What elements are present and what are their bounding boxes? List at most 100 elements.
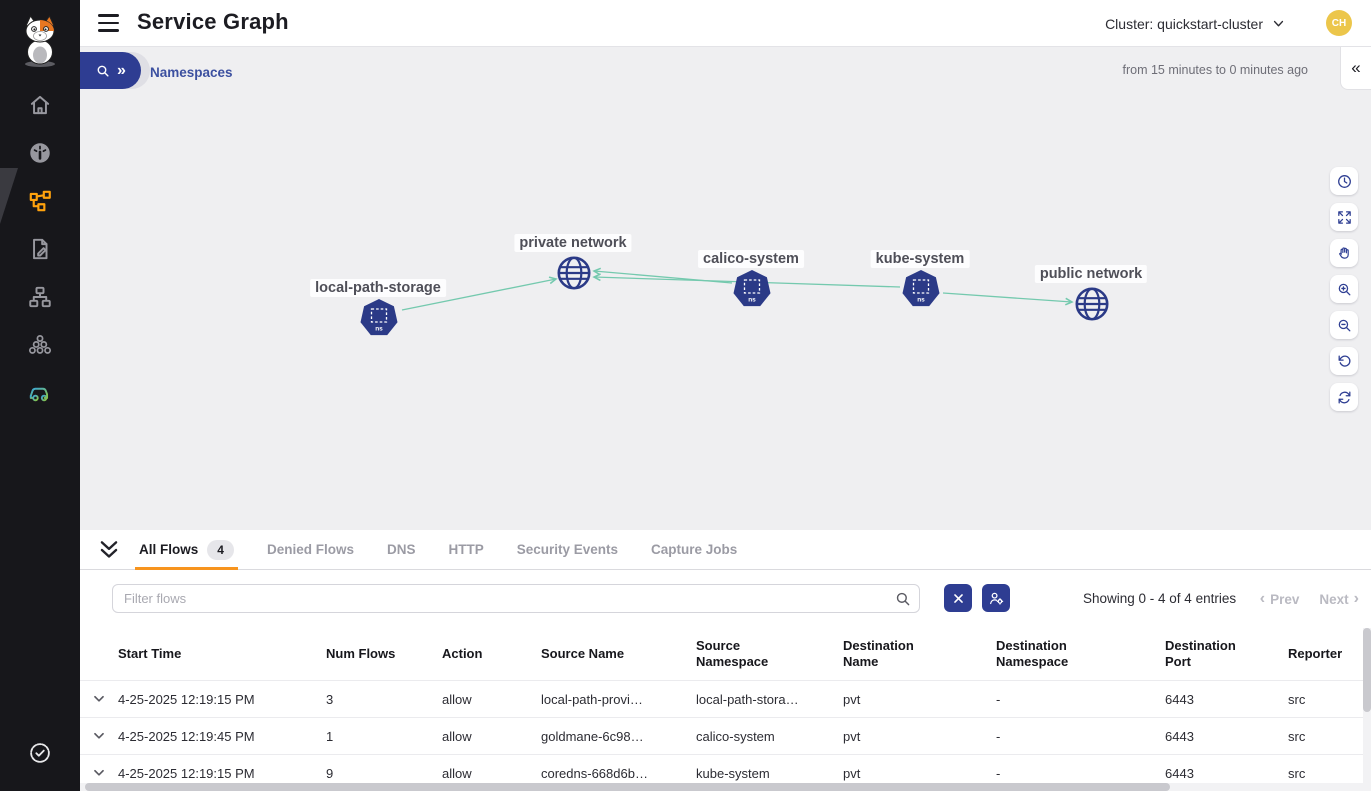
sidebar-item-service-graph[interactable]	[0, 177, 80, 225]
tab-label: Security Events	[516, 542, 619, 557]
graph-pan-button[interactable]	[1330, 239, 1358, 267]
search-icon	[97, 65, 109, 77]
tab-capture-jobs[interactable]: Capture Jobs	[651, 530, 737, 570]
clear-filter-button[interactable]	[944, 584, 972, 612]
table-row[interactable]: 4-25-2025 12:19:15 PM 9 allow coredns-668d6…	[80, 754, 1371, 791]
filter-flows-input[interactable]	[112, 584, 920, 613]
graph-reset-view-button[interactable]	[1330, 347, 1358, 375]
horizontal-scrollbar[interactable]	[85, 783, 1170, 791]
badge-check-icon	[30, 743, 50, 763]
cell-destination_name: pvt	[843, 691, 861, 707]
tab-all-flows[interactable]: All Flows 4	[135, 530, 238, 570]
graph-node-private-network[interactable]	[554, 253, 594, 293]
graph-node-local-path-storage[interactable]: ns	[360, 299, 398, 337]
graph-zoom-out-button[interactable]	[1330, 311, 1358, 339]
graph-zoom-in-button[interactable]	[1330, 275, 1358, 303]
tab-http[interactable]: HTTP	[448, 530, 483, 570]
cell-source_namespace: kube-system	[696, 765, 770, 781]
graph-search-button[interactable]: »	[80, 52, 141, 89]
graph-node-calico-system[interactable]: ns	[733, 270, 771, 308]
vertical-scrollbar[interactable]	[1363, 628, 1371, 712]
collapse-flows-panel-button[interactable]	[96, 537, 122, 563]
row-expand-chevron-icon	[94, 769, 104, 776]
cluster-icon	[28, 335, 52, 354]
home-icon	[30, 95, 50, 115]
column-header-num_flows[interactable]: Num Flows	[326, 646, 396, 661]
cell-action: allow	[442, 691, 472, 707]
column-header-source_namespace[interactable]: Source Namespace	[696, 638, 769, 669]
prev-page-button[interactable]: ‹ Prev	[1259, 590, 1300, 607]
cell-num_flows: 9	[326, 765, 334, 781]
graph-node-public-network[interactable]	[1072, 284, 1112, 324]
showing-entries-label: Showing 0 - 4 of 4 entries	[1083, 591, 1237, 606]
hamburger-menu-button[interactable]	[98, 14, 119, 32]
service-graph-canvas: ns local-path-storage private network ns cal…	[80, 47, 1371, 530]
sidebar-item-home[interactable]	[0, 81, 80, 129]
row-expander[interactable]	[90, 727, 118, 745]
cell-source_namespace: local-path-stora…	[696, 691, 799, 707]
expand-search-icon: »	[117, 61, 126, 79]
column-header-destination_namespace[interactable]: Destination Namespace	[996, 638, 1069, 669]
column-header-reporter[interactable]: Reporter	[1288, 646, 1343, 661]
cell-destination_port: 6443	[1165, 691, 1194, 707]
breadcrumb[interactable]: Namespaces	[150, 65, 233, 80]
cluster-selector[interactable]: Cluster: quickstart-cluster	[1105, 0, 1285, 47]
row-expander[interactable]	[90, 690, 118, 708]
cell-destination_namespace: -	[996, 765, 1001, 781]
tab-label: Denied Flows	[266, 542, 354, 557]
column-header-destination_port[interactable]: Destination Port	[1165, 638, 1236, 669]
tab-security-events[interactable]: Security Events	[517, 530, 618, 570]
graph-time-settings-button[interactable]	[1330, 167, 1358, 195]
cell-num_flows: 1	[326, 728, 334, 744]
tab-dns[interactable]: DNS	[387, 530, 416, 570]
namespace-heptagon-icon: ns	[902, 270, 940, 307]
flows-tabs: All Flows 4 Denied Flows DNS HTTP Security Ev…	[80, 530, 1371, 570]
cell-start_time: 4-25-2025 12:19:45 PM	[118, 728, 255, 744]
sidebar-item-car[interactable]	[0, 368, 80, 416]
cell-action: allow	[442, 765, 472, 781]
svg-text:ns: ns	[748, 297, 756, 304]
column-header-action[interactable]: Action	[442, 646, 483, 661]
page-title: Service Graph	[137, 9, 289, 34]
fullscreen-icon	[1337, 210, 1351, 224]
collapse-panel-button[interactable]: «	[1340, 47, 1371, 90]
sidebar-item-certificate[interactable]	[0, 729, 80, 777]
sidebar-item-network-topology[interactable]	[0, 273, 80, 321]
column-header-source_name[interactable]: Source Name	[541, 646, 625, 661]
cell-destination_namespace: -	[996, 691, 1001, 707]
tab-label: Capture Jobs	[651, 542, 738, 557]
calico-cat-logo	[18, 14, 62, 68]
policy-document-icon	[33, 238, 48, 260]
table-row[interactable]: 4-25-2025 12:19:15 PM 3 allow local-path-pr…	[80, 680, 1371, 717]
graph-node-kube-system[interactable]: ns	[902, 270, 940, 308]
tab-label: DNS	[386, 542, 416, 557]
chevron-right-icon: ›	[1353, 590, 1359, 607]
network-globe-icon	[557, 256, 591, 290]
topbar: Service Graph Cluster: quickstart-cluste…	[80, 0, 1371, 47]
sidebar-item-workloads[interactable]	[0, 321, 80, 369]
row-expand-chevron-icon	[94, 732, 104, 739]
sidebar-item-dashboards[interactable]	[0, 129, 80, 177]
tab-denied-flows[interactable]: Denied Flows	[267, 530, 354, 570]
column-customize-button[interactable]	[982, 584, 1010, 612]
namespace-heptagon-icon: ns	[733, 270, 771, 307]
graph-refresh-button[interactable]	[1330, 383, 1358, 411]
row-expander[interactable]	[90, 764, 118, 782]
avatar[interactable]: CH	[1326, 10, 1352, 36]
column-header-destination_name[interactable]: Destination Name	[843, 638, 914, 669]
undo-icon	[1338, 355, 1350, 367]
graph-node-label: public network	[1034, 265, 1148, 283]
row-expand-chevron-icon	[94, 695, 104, 702]
graph-node-label: private network	[514, 234, 632, 252]
cell-reporter: src	[1288, 765, 1306, 781]
tab-label: HTTP	[448, 542, 484, 557]
table-row[interactable]: 4-25-2025 12:19:45 PM 1 allow goldmane-6c98…	[80, 717, 1371, 754]
next-page-button[interactable]: Next ›	[1319, 590, 1359, 607]
gauge-icon	[30, 143, 50, 163]
column-header-start_time[interactable]: Start Time	[118, 646, 182, 661]
graph-edges	[401, 47, 1371, 311]
sidebar-item-policies[interactable]	[0, 225, 80, 273]
graph-edge-kube-system-to-public-network	[942, 292, 1072, 302]
graph-fit-screen-button[interactable]	[1330, 203, 1358, 231]
cell-source_namespace: calico-system	[696, 728, 775, 744]
